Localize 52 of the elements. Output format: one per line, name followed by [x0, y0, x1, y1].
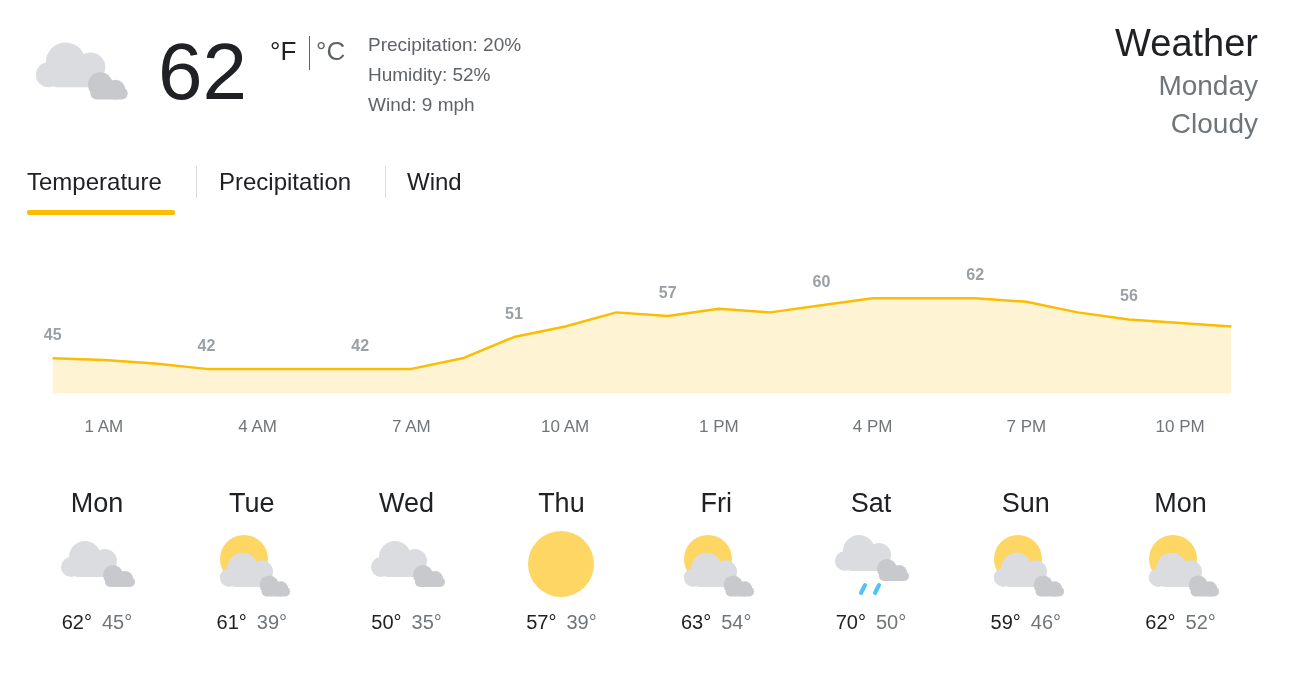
- text: Humidity: 52%: [368, 64, 491, 86]
- text: 50°: [876, 611, 907, 633]
- text: 50°: [371, 611, 402, 633]
- x-tick-label: 4 AM: [238, 417, 277, 437]
- text: 54°: [721, 611, 752, 633]
- category-label: Wed: [378, 488, 436, 519]
- text: 62: [158, 26, 247, 118]
- text: 39°: [256, 611, 288, 633]
- category-label: Sun: [1000, 488, 1051, 519]
- text: 63°: [680, 611, 712, 633]
- x-tick-label: 1 AM: [84, 417, 124, 437]
- text: Precipitation: [219, 168, 352, 196]
- text: °F: [270, 36, 297, 67]
- category-label: Tue: [228, 488, 276, 519]
- data-label: 42: [351, 336, 370, 354]
- category-label: Mon: [1153, 488, 1208, 519]
- text: 35°: [411, 611, 442, 633]
- category-label: Sat: [849, 488, 893, 519]
- text: 46°: [1030, 611, 1062, 633]
- text: Monday: [1158, 70, 1258, 101]
- data-label: 57: [658, 283, 677, 301]
- data-label: 62: [966, 266, 985, 284]
- data-label: 42: [197, 336, 216, 354]
- text: °C: [316, 36, 346, 67]
- x-tick-label: 10 PM: [1155, 417, 1205, 437]
- x-tick-label: 7 PM: [1006, 417, 1047, 437]
- category-label: Mon: [69, 488, 125, 519]
- text: 62°: [1145, 611, 1176, 633]
- x-tick-label: 4 PM: [852, 417, 893, 437]
- data-label: 56: [1119, 287, 1138, 305]
- text: 39°: [566, 611, 597, 633]
- text: Temperature: [27, 168, 162, 196]
- data-label: 51: [504, 305, 523, 323]
- text: 52°: [1185, 611, 1216, 633]
- category-label: Fri: [699, 488, 733, 519]
- x-tick-label: 7 AM: [392, 417, 431, 437]
- text: 62°: [61, 611, 92, 633]
- data-label: 45: [43, 326, 62, 344]
- category-label: Thu: [537, 488, 586, 519]
- x-tick-label: 1 PM: [699, 417, 739, 437]
- text: Wind: [407, 168, 462, 196]
- text: 61°: [216, 611, 247, 633]
- text: 57°: [526, 611, 557, 633]
- text: 59°: [990, 611, 1021, 633]
- text: Precipitation: 20%: [368, 34, 522, 56]
- data-label: 60: [812, 273, 831, 291]
- text: Wind: 9 mph: [368, 94, 475, 116]
- x-tick-label: 10 AM: [541, 417, 590, 437]
- text: 45°: [102, 611, 133, 633]
- text: 70°: [835, 611, 866, 633]
- text: Cloudy: [1170, 108, 1258, 139]
- chart-title: Weather: [1115, 22, 1258, 64]
